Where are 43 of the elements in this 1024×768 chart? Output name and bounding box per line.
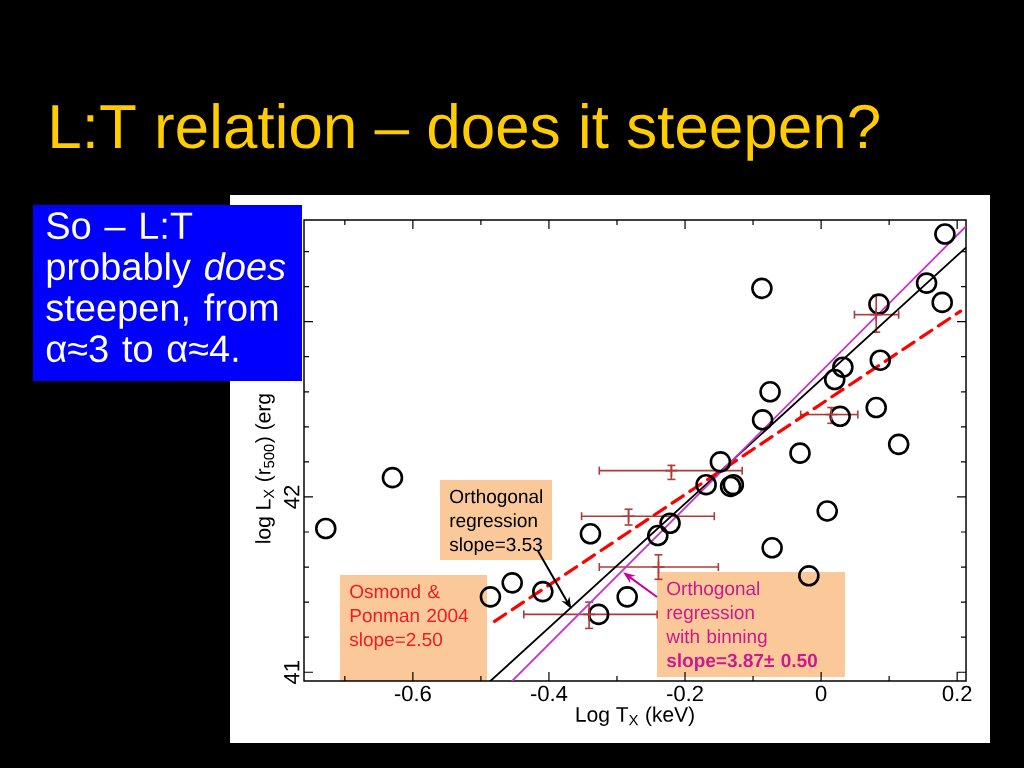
x-tick-label: 0.2 — [942, 685, 972, 702]
x-axis-title: Log T$_{X}$ (keV) — [576, 706, 694, 727]
point — [651, 560, 666, 574]
point — [647, 524, 669, 547]
point — [381, 466, 404, 489]
point — [869, 307, 884, 322]
annotation: Orthogonal regression with binning slope=3.87± 0.50 — [666, 581, 817, 671]
point — [314, 517, 337, 540]
x-tick-label: -0.4 — [530, 685, 568, 702]
point — [501, 572, 523, 594]
point — [759, 380, 781, 403]
point — [579, 522, 602, 545]
point — [798, 565, 820, 587]
x-tick-label: -0.2 — [667, 685, 703, 702]
point — [582, 607, 596, 622]
point — [915, 272, 938, 294]
point — [616, 586, 638, 608]
annotation: Orthogonal regression slope=3.53 — [449, 489, 542, 555]
point — [761, 536, 783, 559]
point — [816, 500, 839, 522]
point — [865, 396, 887, 419]
point — [931, 291, 953, 314]
point — [751, 277, 773, 300]
point — [709, 451, 732, 473]
point — [823, 368, 846, 391]
point — [789, 442, 811, 464]
y-axis-title: log L$_{X}$ (r$_{500}$) (erg — [255, 394, 275, 543]
point — [695, 473, 717, 496]
point — [934, 223, 956, 245]
point — [869, 349, 892, 372]
y-tick-label: 41 — [284, 661, 300, 684]
x-tick-label: 0 — [815, 685, 827, 702]
point — [832, 356, 854, 379]
point — [751, 409, 774, 431]
y-tick-label: 42 — [283, 485, 300, 509]
point — [659, 512, 681, 535]
point — [887, 433, 910, 456]
annotation: Osmond & Ponman 2004 slope=2.50 — [349, 584, 469, 650]
point — [532, 580, 554, 603]
chart-title: L:T relation – does it steepen? — [52, 103, 879, 161]
x-tick-label: -0.6 — [394, 685, 431, 702]
text: So – L:T probably does steepen, from α≈3 to α≈4. — [46, 212, 286, 363]
point — [479, 586, 502, 608]
